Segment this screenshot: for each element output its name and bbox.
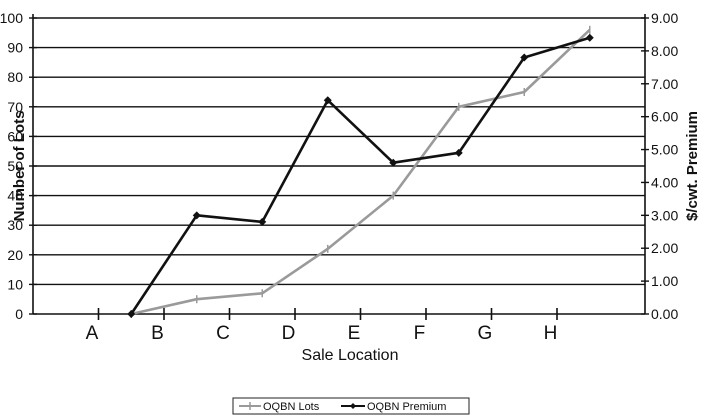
category-label: F [414,323,426,344]
left-tick-label: 90 [7,40,23,56]
legend-label-lots: OQBN Lots [263,401,320,413]
left-tick-label: 0 [15,306,23,322]
left-tick-label: 40 [7,188,23,204]
left-tick-label: 10 [7,276,23,292]
legend-marker-premium [350,403,356,409]
x-axis-title: Sale Location [302,347,399,364]
data-point-premium [192,211,201,220]
right-tick-label: 0.00 [651,306,678,322]
category-label: E [348,323,361,344]
legend: OQBN Lots OQBN Premium [232,397,470,415]
left-axis-title: Number of Lots [11,111,28,222]
right-tick-label: 9.00 [651,10,678,26]
axes [29,14,649,320]
right-tick-label: 7.00 [651,76,678,92]
category-label: H [544,323,558,344]
left-tick-label: 60 [7,128,23,144]
left-tick-label: 20 [7,247,23,263]
right-axis-title: $/cwt. Premium [684,111,701,221]
category-label: A [86,323,99,344]
left-tick-label: 30 [7,217,23,233]
category-label: C [216,323,230,344]
series-line-oqbn-lots [130,28,591,316]
data-point-premium [585,33,594,42]
right-tick-label: 4.00 [651,174,678,190]
category-label: D [282,323,296,344]
left-tick-label: 80 [7,69,23,85]
left-tick-label: 50 [7,158,23,174]
data-point-premium [127,310,136,318]
category-label: G [478,323,493,344]
right-tick-label: 3.00 [651,207,678,223]
data-point-premium [323,96,332,105]
series-line-oqbn-premium [130,36,591,315]
series-lines [127,25,594,318]
left-tick-label: 70 [7,99,23,115]
right-tick-label: 6.00 [651,109,678,125]
left-tick-label: 100 [0,10,23,26]
data-point-premium [520,53,529,62]
right-tick-label: 5.00 [651,142,678,158]
left-axis-tick-labels: 0 10 20 30 40 50 60 70 80 90 100 [0,10,23,322]
right-tick-label: 8.00 [651,43,678,59]
gridlines [33,17,645,286]
category-labels: A B C D E F G H [86,323,558,344]
category-label: B [151,323,164,344]
data-point-premium [454,148,463,157]
data-point-premium [258,217,267,226]
right-axis-tick-labels: 0.00 1.00 2.00 3.00 4.00 5.00 6.00 7.00 8.00 9.00 [651,10,678,322]
data-point-premium [389,158,398,167]
right-tick-label: 2.00 [651,240,678,256]
right-tick-label: 1.00 [651,273,678,289]
legend-label-premium: OQBN Premium [367,401,446,413]
